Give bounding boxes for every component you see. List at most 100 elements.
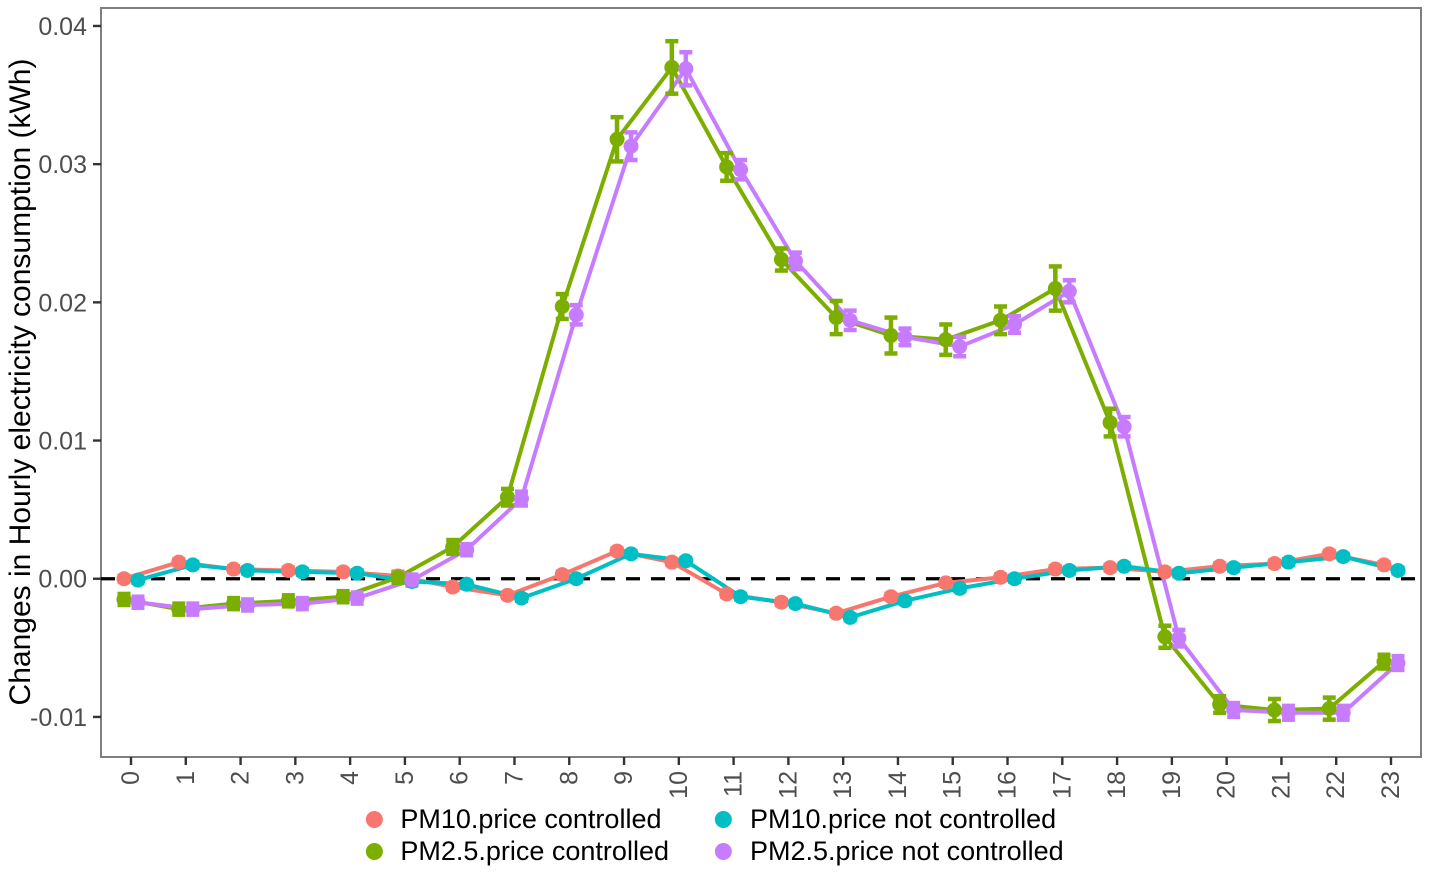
data-point — [294, 596, 310, 612]
data-point — [1171, 565, 1187, 581]
y-tick-label: -0.01 — [30, 704, 87, 732]
x-tick-label: 16 — [994, 771, 1022, 799]
x-tick-label: 7 — [500, 771, 528, 785]
y-tick-label: 0.00 — [38, 566, 87, 594]
legend-swatch — [714, 842, 732, 860]
data-point — [335, 589, 351, 605]
data-point — [1321, 701, 1337, 717]
data-point — [1226, 560, 1242, 576]
data-point — [1061, 562, 1077, 578]
data-point — [554, 298, 570, 314]
data-point — [1116, 558, 1132, 574]
data-point — [185, 557, 201, 573]
x-tick-label: 17 — [1048, 771, 1076, 799]
data-point — [1047, 281, 1063, 297]
data-point — [513, 590, 529, 606]
panel-border — [100, 7, 1422, 758]
data-point — [938, 575, 954, 591]
data-point — [1390, 562, 1406, 578]
data-point — [609, 131, 625, 147]
data-point — [349, 590, 365, 606]
data-point — [623, 546, 639, 562]
data-point — [445, 539, 461, 555]
data-point — [171, 554, 187, 570]
x-tick-label: 15 — [939, 771, 967, 799]
data-point — [842, 312, 858, 328]
data-point — [664, 59, 680, 75]
x-tick-label: 11 — [720, 771, 748, 797]
data-point — [1171, 630, 1187, 646]
data-point — [349, 565, 365, 581]
data-point — [952, 580, 968, 596]
data-point — [130, 594, 146, 610]
series-layer — [116, 38, 1406, 724]
legend-swatch — [714, 810, 732, 828]
data-point — [1226, 702, 1242, 718]
plot-panel — [100, 7, 1422, 758]
x-tick-label: 22 — [1322, 771, 1350, 799]
data-point — [240, 597, 256, 613]
y-tick-label: 0.04 — [38, 13, 87, 41]
data-point — [609, 543, 625, 559]
data-point — [733, 162, 749, 178]
x-tick-label: 20 — [1213, 771, 1241, 799]
axes: 0.040.030.020.010.00-0.010 1 2 3 4 5 6 7 8 9 10 11 1… — [30, 13, 1405, 799]
data-point — [883, 589, 899, 605]
data-point — [897, 329, 913, 345]
x-tick-label: 5 — [391, 771, 419, 785]
data-point — [499, 587, 515, 603]
data-point — [130, 572, 146, 588]
x-tick-label: 6 — [446, 771, 474, 785]
data-point — [828, 605, 844, 621]
x-tick-label: 19 — [1158, 771, 1186, 799]
data-point — [1061, 283, 1077, 299]
legend-label: PM2.5.price controlled — [400, 836, 669, 866]
x-tick-label: 3 — [281, 771, 309, 785]
x-tick-label: 4 — [336, 771, 364, 785]
data-point — [664, 554, 680, 570]
x-tick-label: 21 — [1267, 771, 1295, 799]
data-point — [226, 596, 242, 612]
legend-label: PM10.price not controlled — [749, 804, 1057, 834]
data-point — [1376, 654, 1392, 670]
legend-label: PM2.5.price not controlled — [749, 836, 1064, 866]
data-point — [1212, 696, 1228, 712]
data-point — [1212, 558, 1228, 574]
data-point — [787, 253, 803, 269]
legend-swatch — [365, 842, 383, 860]
data-point — [568, 571, 584, 587]
data-point — [1321, 546, 1337, 562]
data-point — [773, 594, 789, 610]
y-axis-title: Changes in Hourly electricity consumptio… — [4, 59, 37, 706]
data-point — [568, 307, 584, 323]
data-point — [952, 339, 968, 355]
x-tick-label: 12 — [774, 771, 802, 799]
data-point — [335, 564, 351, 580]
data-point — [280, 593, 296, 609]
data-point — [240, 562, 256, 578]
data-point — [226, 561, 242, 577]
legend-item: PM2.5.price not controlled — [714, 835, 1064, 867]
data-point — [1335, 549, 1351, 565]
x-tick-label: 13 — [829, 771, 857, 799]
data-point — [554, 567, 570, 583]
x-tick-label: 23 — [1377, 771, 1405, 799]
data-point — [1376, 557, 1392, 573]
data-point — [993, 312, 1009, 328]
data-point — [459, 542, 475, 558]
y-tick-label: 0.02 — [38, 289, 87, 317]
x-tick-label: 14 — [884, 771, 912, 799]
x-tick-label: 10 — [665, 771, 693, 799]
data-point — [390, 569, 406, 585]
data-point — [1007, 571, 1023, 587]
x-tick-label: 9 — [610, 771, 638, 785]
data-point — [513, 491, 529, 507]
data-point — [1266, 556, 1282, 572]
data-point — [459, 576, 475, 592]
data-point — [1280, 705, 1296, 721]
y-tick-label: 0.03 — [38, 151, 87, 179]
data-point — [883, 328, 899, 344]
data-point — [1390, 655, 1406, 671]
legend-item: PM2.5.price controlled — [365, 835, 669, 867]
